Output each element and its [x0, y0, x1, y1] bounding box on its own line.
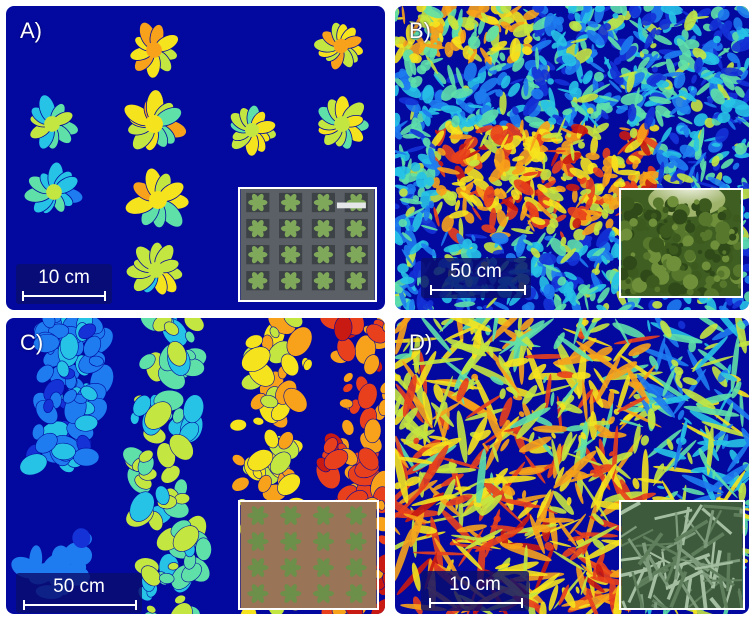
scale-bar: 50 cm: [16, 573, 142, 613]
rosette-depth-map: [23, 21, 370, 296]
crop-row: [229, 318, 316, 614]
rosette: [317, 95, 370, 150]
crop-row-depth-map: [11, 318, 385, 614]
rosette: [29, 94, 79, 150]
scale-bar-label: 10 cm: [449, 574, 501, 595]
inset-photo: [619, 500, 745, 610]
scale-bar-line: [429, 598, 523, 608]
inset-photo: [619, 188, 743, 298]
grass-canopy-icon: [621, 502, 743, 608]
rosette: [313, 22, 364, 71]
rosette: [123, 89, 187, 152]
rosette: [124, 167, 190, 229]
scale-bar-label: 50 cm: [53, 576, 105, 597]
scale-bar-label: 10 cm: [38, 267, 90, 288]
scale-bar-line: [430, 285, 526, 295]
rosette: [125, 241, 184, 296]
scale-bar-line: [22, 291, 106, 301]
panel-c: C) 50 cm: [6, 318, 385, 614]
tree-canopy-icon: [621, 190, 741, 296]
panel-label: D): [409, 330, 433, 355]
crop-row: [122, 318, 212, 614]
rosette: [229, 104, 277, 157]
potted-rosette-tray-icon: [240, 189, 375, 300]
scale-bar: 10 cm: [421, 571, 529, 611]
panel-d: D) 10 cm: [395, 318, 749, 614]
crop-row: [19, 318, 114, 476]
panel-b: B) 50 cm: [395, 6, 749, 310]
scale-bar: 10 cm: [16, 264, 112, 304]
panel-label: C): [20, 330, 44, 355]
panel-label: A): [20, 18, 42, 43]
scale-bar: 50 cm: [421, 258, 531, 298]
inset-photo: [238, 500, 379, 610]
crop-rows-on-soil-icon: [240, 502, 377, 608]
panel-a: A) 10 cm: [6, 6, 385, 310]
inset-photo: [238, 187, 377, 302]
scale-bar-label: 50 cm: [450, 261, 502, 282]
rosette: [23, 161, 84, 214]
scale-bar-line: [23, 600, 137, 610]
rosette: [129, 21, 179, 79]
panel-label: B): [409, 18, 431, 43]
